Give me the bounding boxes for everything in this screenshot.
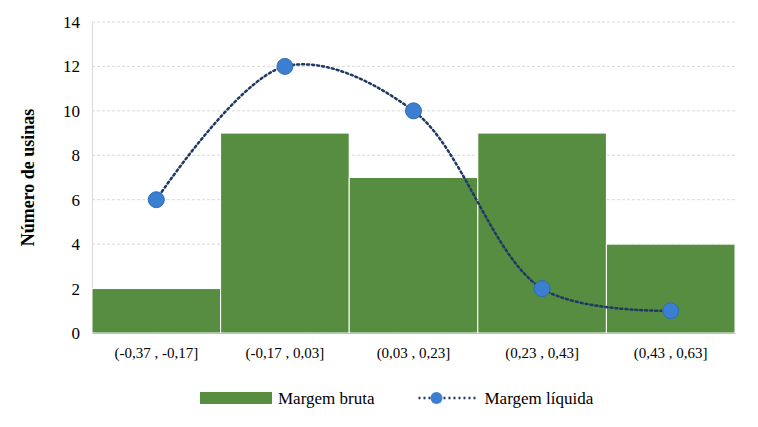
x-tick: (-0,37 , -0,17] [114,333,198,362]
grid-line [92,66,735,67]
y-tick: 0 [72,324,93,343]
x-tick: (0,23 , 0,43] [505,333,579,362]
y-tick: 6 [72,191,93,210]
x-tick-label: (-0,37 , -0,17] [114,345,198,362]
legend: Margem bruta Margem líquida [200,389,594,408]
markers [148,58,678,318]
x-tick-label: (0,03 , 0,23] [377,345,451,362]
marks [92,58,735,333]
marker [663,303,679,319]
y-tick-label: 0 [72,324,81,343]
line [156,64,670,310]
x-tick-label: (-0,17 , 0,03] [246,345,325,362]
y-tick-label: 8 [72,146,81,165]
bar [606,244,735,333]
x-tick-label: (0,43 , 0,63] [634,345,708,362]
y-tick: 4 [72,235,93,254]
legend-label: Margem bruta [278,389,375,408]
legend-label: Margem líquida [484,389,593,408]
plot-area: 0 2 4 6 8 10 12 14 (-0,37 , -0,17] (-0,17 , 0,03]… [63,13,736,362]
y-tick: 2 [72,280,93,299]
chart: 0 2 4 6 8 10 12 14 (-0,37 , -0,17] (-0,17 , 0,03]… [0,0,758,427]
marker [148,192,164,208]
bar [221,133,350,333]
marker [406,103,422,119]
legend-item: Margem bruta [200,389,375,408]
bar-series [92,133,735,333]
bar [92,289,221,333]
y-axis: 0 2 4 6 8 10 12 14 [63,13,93,343]
x-axis: (-0,37 , -0,17] (-0,17 , 0,03] (0,03 , 0,2… [93,333,736,362]
x-tick: (-0,17 , 0,03] [246,333,325,362]
y-tick-label: 14 [63,13,81,32]
marker [277,58,293,74]
y-tick: 12 [63,57,92,76]
y-tick-label: 2 [72,280,81,299]
legend-swatch [200,392,272,404]
legend-item: Margem líquida [418,389,593,408]
grid-line [92,22,735,23]
y-axis-title: Número de usinas [18,109,38,247]
marker [534,281,550,297]
x-tick-label: (0,23 , 0,43] [505,345,579,362]
y-axis-line [92,23,93,334]
y-tick-label: 4 [72,235,81,254]
legend-swatch [418,397,478,400]
y-tick: 10 [63,102,92,121]
y-tick: 8 [72,146,93,165]
y-tick-label: 12 [63,57,80,76]
x-tick: (0,43 , 0,63] [634,333,708,362]
legend-marker [430,392,442,404]
y-tick-label: 6 [72,191,81,210]
bar [349,178,478,334]
grid [92,22,735,333]
y-tick: 14 [63,13,92,32]
y-tick-label: 10 [63,102,80,121]
x-axis-line [93,333,736,334]
x-tick: (0,03 , 0,23] [377,333,451,362]
